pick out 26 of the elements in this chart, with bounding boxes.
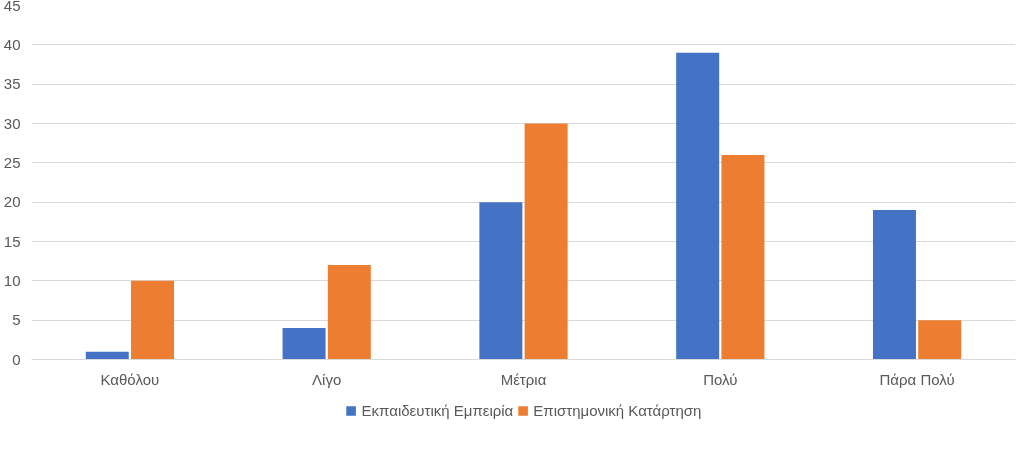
x-tick-label: Λίγο <box>312 370 342 388</box>
y-tick-label: 25 <box>3 153 21 171</box>
x-tick-label: Μέτρια <box>500 370 547 388</box>
legend-label: Επιστημονική Κατάρτηση <box>533 401 702 419</box>
y-tick-label: 30 <box>3 114 21 132</box>
y-tick-label: 15 <box>3 232 21 250</box>
bar <box>524 123 568 360</box>
x-tick-label: Πολύ <box>703 370 738 388</box>
y-tick-label: 5 <box>12 311 21 329</box>
legend-label: Εκπαιδευτική Εμπειρία <box>361 401 514 419</box>
bar <box>872 210 916 360</box>
y-tick-label: 45 <box>3 0 21 14</box>
bar <box>721 154 765 360</box>
bar <box>918 320 962 360</box>
bar <box>327 265 371 360</box>
bar <box>282 328 326 360</box>
x-tick-label: Πάρα Πολύ <box>879 370 955 388</box>
x-tick-label: Καθόλου <box>100 370 160 388</box>
bar <box>676 52 720 360</box>
bar <box>479 202 523 360</box>
y-tick-label: 40 <box>3 35 21 53</box>
y-tick-label: 20 <box>3 193 21 211</box>
bar <box>131 280 175 360</box>
y-tick-label: 0 <box>12 350 21 368</box>
y-tick-label: 35 <box>3 75 21 93</box>
y-tick-label: 10 <box>3 271 21 289</box>
